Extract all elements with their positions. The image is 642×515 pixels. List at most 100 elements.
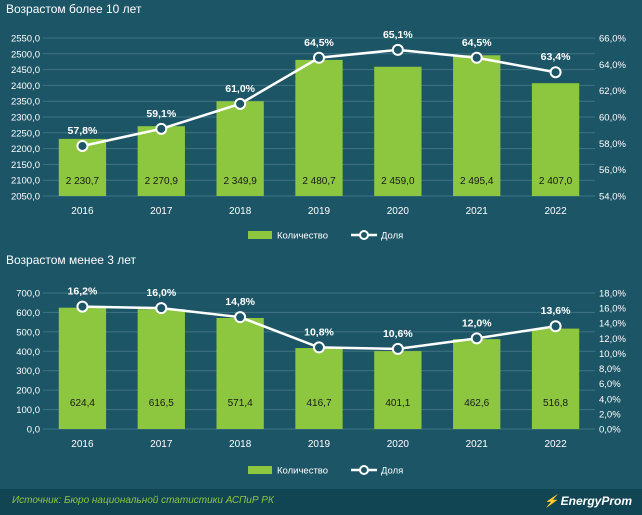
x-tick-label: 2020: [387, 206, 410, 217]
share-point: [549, 320, 562, 333]
share-point: [155, 302, 168, 315]
y-tick-label: 200,0: [16, 386, 40, 397]
y2-tick-label: 2,0%: [599, 409, 621, 420]
bar-value-label: 2 459,0: [381, 176, 415, 187]
y-tick-label: 2400,0: [11, 81, 40, 92]
y-tick-label: 0,0: [27, 425, 40, 436]
legend-bar-swatch: [248, 466, 272, 474]
bar-value-label: 2 270,9: [145, 176, 179, 187]
share-label: 61,0%: [225, 83, 255, 95]
bar: [374, 66, 422, 196]
x-tick-label: 2017: [150, 206, 173, 217]
bar: [137, 126, 185, 196]
legend-bar-swatch: [248, 231, 272, 239]
y-tick-label: 2100,0: [11, 176, 40, 187]
y2-tick-label: 64,0%: [599, 60, 626, 71]
y-tick-label: 2550,0: [11, 34, 40, 45]
share-label: 12,0%: [462, 317, 492, 329]
y2-tick-label: 60,0%: [599, 113, 626, 124]
source-text: Источник: Бюро национальной статистики А…: [12, 495, 274, 506]
bar-value-label: 2 349,9: [223, 176, 257, 187]
y2-tick-label: 0,0%: [599, 425, 621, 436]
bar: [374, 351, 422, 429]
y2-tick-label: 62,0%: [599, 86, 626, 97]
y2-tick-label: 58,0%: [599, 139, 626, 150]
chart-title-1: Возрастом более 10 лет: [6, 2, 142, 16]
share-point: [313, 51, 325, 64]
share-label: 63,4%: [541, 51, 571, 63]
bar-value-label: 2 495,4: [460, 176, 494, 187]
share-point: [76, 300, 89, 313]
y2-tick-label: 56,0%: [599, 165, 626, 176]
share-point: [470, 51, 483, 64]
bar-value-label: 401,1: [385, 398, 410, 409]
share-label: 57,8%: [68, 125, 98, 137]
y2-tick-label: 66,0%: [599, 34, 626, 45]
bar: [58, 307, 107, 429]
bar-value-label: 462,6: [464, 398, 489, 409]
y2-tick-label: 18,0%: [599, 289, 626, 300]
bar-value-label: 516,8: [543, 398, 568, 409]
bar: [453, 55, 501, 196]
y2-tick-label: 16,0%: [599, 304, 626, 315]
bar-value-label: 624,4: [70, 398, 95, 409]
y2-tick-label: 54,0%: [599, 192, 626, 203]
x-tick-label: 2019: [308, 206, 331, 217]
y-tick-label: 2050,0: [11, 192, 40, 203]
brand-logo: ⚡ EnergyProm: [544, 494, 632, 508]
bar-value-label: 2 480,7: [302, 176, 336, 187]
share-point: [391, 342, 404, 355]
legend-line-label: Доля: [381, 466, 403, 477]
y-tick-label: 300,0: [16, 366, 40, 377]
source-bar: Источник: Бюро национальной статистики А…: [0, 489, 642, 515]
bar: [531, 328, 580, 429]
bar: [216, 101, 264, 196]
legend-line-label: Доля: [381, 231, 403, 242]
bar: [453, 339, 501, 429]
share-label: 16,2%: [68, 286, 98, 298]
legend-bar-label: Количество: [277, 466, 328, 477]
x-tick-label: 2021: [466, 206, 489, 217]
y-tick-label: 2150,0: [11, 160, 40, 171]
y-tick-label: 400,0: [16, 347, 40, 358]
share-label: 64,5%: [304, 37, 334, 49]
y2-tick-label: 10,0%: [599, 349, 626, 360]
legend-bar-label: Количество: [277, 231, 328, 242]
share-label: 10,8%: [304, 326, 334, 338]
share-label: 64,5%: [462, 37, 492, 49]
bar: [295, 348, 343, 429]
bar-value-label: 416,7: [306, 398, 331, 409]
y2-tick-label: 12,0%: [599, 334, 626, 345]
y2-tick-label: 8,0%: [599, 364, 621, 375]
brand-name: EnergyProm: [560, 494, 632, 508]
x-tick-label: 2019: [308, 439, 331, 450]
x-tick-label: 2022: [544, 206, 567, 217]
y-tick-label: 2350,0: [11, 97, 40, 108]
bar: [216, 317, 264, 429]
y2-tick-label: 14,0%: [599, 319, 626, 330]
legend-line-marker: [359, 230, 369, 240]
bar-value-label: 571,4: [228, 398, 253, 409]
share-point: [234, 97, 247, 110]
lightning-icon: ⚡: [543, 494, 559, 508]
bar: [531, 83, 580, 196]
chart-title-2: Возрастом менее 3 лет: [6, 253, 137, 267]
share-label: 16,0%: [146, 287, 176, 299]
y-tick-label: 2450,0: [11, 65, 40, 76]
y-tick-label: 2300,0: [11, 113, 40, 124]
share-label: 65,1%: [383, 29, 413, 41]
share-point: [155, 122, 168, 135]
x-tick-label: 2016: [71, 206, 94, 217]
y-tick-label: 500,0: [16, 327, 40, 338]
share-point: [234, 311, 247, 324]
y-tick-label: 2500,0: [11, 49, 40, 60]
y2-tick-label: 6,0%: [599, 379, 621, 390]
bar-value-label: 616,5: [149, 398, 174, 409]
share-point: [76, 139, 89, 152]
y-tick-label: 600,0: [16, 308, 40, 319]
y-tick-label: 2200,0: [11, 144, 40, 155]
x-tick-label: 2020: [387, 439, 410, 450]
share-point: [313, 341, 325, 354]
legend-line-marker: [359, 465, 369, 475]
share-point: [549, 66, 562, 79]
